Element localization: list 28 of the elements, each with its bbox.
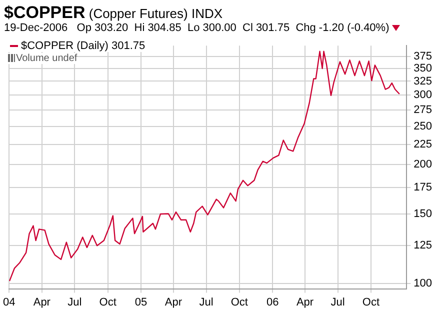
x-tick-label: 05: [134, 296, 148, 308]
y-tick-label: 100: [414, 278, 432, 290]
y-tick-label: 350: [414, 62, 432, 75]
x-tick-label: 06: [266, 296, 279, 308]
y-tick-label: 325: [414, 75, 432, 88]
x-tick-label: Oct: [362, 296, 380, 308]
y-tick-label: 125: [414, 239, 432, 252]
x-tick-label: Apr: [33, 296, 51, 308]
y-tick-label: 375: [414, 50, 432, 63]
x-tick-label: Jul: [199, 296, 214, 308]
y-tick-label: 150: [414, 208, 432, 220]
y-tick-label: 300: [414, 89, 432, 102]
y-tick-label: 275: [414, 104, 432, 116]
x-tick-label: Jul: [68, 296, 82, 308]
chart-subtitle: 19-Dec-2006 Op 303.20 Hi 304.85 Lo 300.00 Cl 301.75 Chg -1.20 (-0.40%): [4, 22, 390, 34]
annotation: Volume undef: [8, 53, 78, 64]
y-tick-label: 225: [414, 138, 432, 150]
chart-title: $COPPER (Copper Futures) INDX: [4, 3, 223, 23]
y-tick-label: 250: [414, 120, 432, 132]
y-tick-label: 200: [414, 158, 432, 171]
x-tick-label: Apr: [164, 296, 182, 308]
x-tick-label: Oct: [230, 296, 248, 308]
legend-label: $COPPER (Daily) 301.75: [8, 40, 148, 52]
x-tick-label: Apr: [296, 296, 314, 308]
x-tick-label: Jul: [330, 296, 345, 308]
x-tick-label: Oct: [99, 296, 116, 308]
x-tick-label: 04: [2, 296, 16, 308]
y-tick-label: 175: [414, 182, 432, 194]
